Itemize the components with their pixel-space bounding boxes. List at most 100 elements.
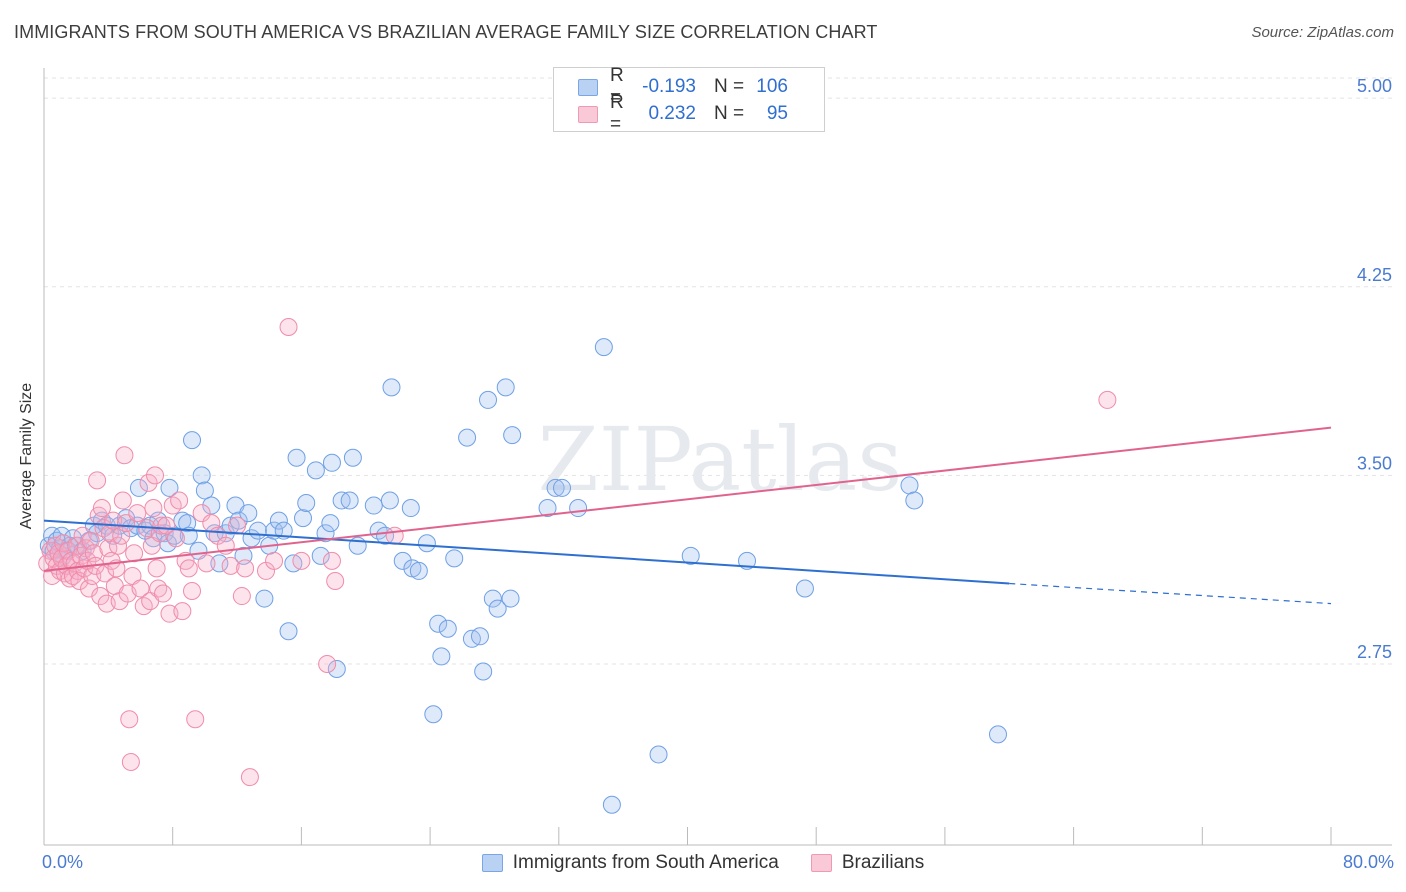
immigrants-point <box>269 511 288 530</box>
brazilians-point <box>142 536 161 555</box>
immigrants-point <box>501 589 520 608</box>
brazilians-point <box>147 559 166 578</box>
immigrants-point <box>569 499 588 518</box>
immigrants-point <box>255 589 274 608</box>
brazilians-point <box>183 582 202 601</box>
immigrants-point <box>905 491 924 510</box>
immigrants-point <box>393 551 412 570</box>
brazilians-point <box>109 536 128 555</box>
immigrants-point <box>306 461 325 480</box>
n-value: 95 <box>766 103 788 124</box>
brazilians-point <box>265 551 284 570</box>
watermark: ZIPatlas <box>538 408 903 511</box>
immigrants-point <box>327 659 346 678</box>
y-tick-labels: 2.75 3.50 4.25 5.00 <box>1357 76 1392 662</box>
immigrants-point <box>409 561 428 580</box>
immigrants-point <box>239 504 258 523</box>
immigrants-point <box>380 491 399 510</box>
immigrants-point <box>503 426 522 445</box>
legend-item-brazilians[interactable]: Brazilians <box>810 852 925 874</box>
immigrants-trend-extension <box>1009 582 1332 605</box>
r-value: -0.193 <box>642 76 696 97</box>
brazilians-point <box>326 571 345 590</box>
immigrants-point <box>900 476 919 495</box>
brazilians-point <box>120 710 139 729</box>
immigrants-point <box>432 647 451 666</box>
n-value: 106 <box>756 76 788 97</box>
brazilians-point <box>232 587 251 606</box>
brazilians-point <box>236 559 255 578</box>
stats-legend: R = -0.193 N = 106 R = 0.232 N = 95 <box>553 65 825 135</box>
brazilians-point <box>128 504 147 523</box>
x-tick-label-max: 80.0% <box>1342 852 1394 872</box>
immigrants-point <box>382 378 401 397</box>
brazilians-point <box>91 587 110 606</box>
immigrants-point <box>417 534 436 553</box>
immigrants-point <box>192 466 211 485</box>
immigrants-legend-swatch <box>481 854 503 872</box>
immigrants-point <box>546 478 565 497</box>
immigrants-point <box>988 725 1007 744</box>
immigrants-point <box>294 509 313 528</box>
immigrants-point <box>681 546 700 565</box>
brazilians-point <box>152 516 171 535</box>
immigrants-point <box>195 481 214 500</box>
series-legend: Immigrants from South America Brazilians <box>0 852 1406 874</box>
brazilians-point <box>186 710 205 729</box>
immigrants-point <box>316 524 335 543</box>
immigrants-point <box>738 551 757 570</box>
immigrants-point <box>160 478 179 497</box>
r-label: R = <box>610 65 624 108</box>
immigrants-swatch <box>578 78 598 96</box>
brazilians-point <box>117 514 136 533</box>
brazilians-point <box>123 566 142 585</box>
immigrants-point <box>311 546 330 565</box>
y-tick-label: 5.00 <box>1357 76 1392 96</box>
immigrants-point <box>321 514 340 533</box>
y-tick-label: 4.25 <box>1357 265 1392 285</box>
brazilians-point <box>154 584 173 603</box>
immigrants-point <box>483 589 502 608</box>
brazilians-point <box>228 516 247 535</box>
brazilians-point <box>292 551 311 570</box>
immigrants-point <box>429 614 448 633</box>
immigrants-point <box>202 496 221 515</box>
brazilians-point <box>318 654 337 673</box>
immigrants-point <box>479 390 498 409</box>
legend-row-brazilians: R = 0.232 N = 95 <box>578 92 788 135</box>
brazilians-point <box>149 579 168 598</box>
brazilians-point <box>113 491 132 510</box>
brazilians-trend-line <box>43 426 1332 572</box>
series-brazilians-points <box>38 318 1117 787</box>
immigrants-point <box>795 579 814 598</box>
y-tick-label: 2.75 <box>1357 642 1392 662</box>
immigrants-point <box>210 554 229 573</box>
immigrants-point <box>129 478 148 497</box>
immigrants-point <box>274 521 293 540</box>
brazilians-legend-label: Brazilians <box>841 852 925 873</box>
immigrants-point <box>445 549 464 568</box>
immigrants-point <box>602 795 621 814</box>
x-tick-label-min: 0.0% <box>42 852 84 872</box>
immigrants-point <box>474 662 493 681</box>
immigrants-point <box>424 705 443 724</box>
brazilians-point <box>192 504 211 523</box>
immigrants-point <box>553 478 572 497</box>
immigrants-point <box>538 499 557 518</box>
brazilians-point <box>1098 390 1117 409</box>
trend-lines <box>43 426 1332 605</box>
r-label: R = <box>610 92 624 135</box>
r-value: 0.232 <box>648 103 696 124</box>
brazilians-point <box>139 473 158 492</box>
y-tick-label: 3.50 <box>1357 453 1392 473</box>
brazilians-point <box>146 466 165 485</box>
legend-row-immigrants: R = -0.193 N = 106 <box>578 65 788 108</box>
brazilians-point <box>88 471 107 490</box>
brazilians-point <box>173 602 192 621</box>
brazilians-point <box>279 318 298 336</box>
immigrants-point <box>340 491 359 510</box>
axes <box>43 68 1392 846</box>
brazilians-point <box>322 551 341 570</box>
legend-item-immigrants[interactable]: Immigrants from South America <box>481 852 779 874</box>
brazilians-legend-swatch <box>810 854 832 872</box>
